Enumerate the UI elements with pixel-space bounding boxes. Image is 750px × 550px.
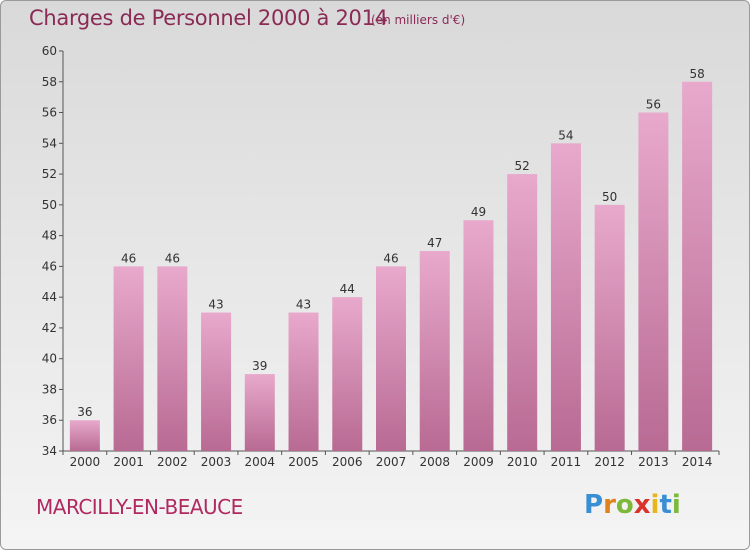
bar-2010 [507,174,538,452]
bar-2011 [550,143,581,452]
y-tick-label: 42 [42,321,57,335]
bar-2003 [201,312,232,451]
value-label-2000: 36 [77,405,92,419]
value-label-2007: 46 [383,251,398,265]
x-tick-label-2000: 2000 [70,455,101,469]
value-label-2006: 44 [340,282,355,296]
commune-name: MARCILLY-EN-BEAUCE [36,495,243,519]
y-tick-label: 60 [42,44,57,58]
value-labels: 36 46 46 43 39 43 44 46 47 49 52 54 50 56 58 [77,67,705,419]
x-tick-label-2008: 2008 [419,455,450,469]
x-tick-label-2012: 2012 [594,455,625,469]
y-tick-label: 46 [42,259,57,273]
bar-2009 [463,220,494,451]
bar-2001 [113,266,144,451]
y-tick-label: 54 [42,136,57,150]
y-tick-label: 44 [42,290,57,304]
y-tick-label: 36 [42,413,57,427]
chart-subtitle: (en milliers d'€) [371,13,466,27]
value-label-2012: 50 [602,190,617,204]
y-tick-label: 34 [42,444,57,458]
bar-2005 [288,312,319,451]
x-tick-label-2009: 2009 [463,455,494,469]
value-label-2005: 43 [296,298,311,312]
value-label-2009: 49 [471,205,486,219]
bars [69,81,713,452]
axes: 34 36 38 40 42 44 46 48 50 52 54 56 58 60 2000 2001 2002… [42,44,720,469]
y-tick-label: 48 [42,229,57,243]
bar-2000 [69,420,100,451]
x-tick-label-2011: 2011 [551,455,582,469]
y-tick-label: 52 [42,167,57,181]
bar-2004 [244,374,275,451]
x-tick-label-2013: 2013 [638,455,669,469]
x-tick-label-2005: 2005 [288,455,319,469]
value-label-2011: 54 [558,128,573,142]
bar-2006 [332,297,363,451]
value-label-2001: 46 [121,251,136,265]
x-tick-label-2006: 2006 [332,455,363,469]
value-label-2004: 39 [252,359,267,373]
value-label-2013: 56 [646,98,661,112]
value-label-2002: 46 [165,251,180,265]
y-tick-label: 56 [42,106,57,120]
x-tick-label-2003: 2003 [201,455,232,469]
proxiti-logo: Proxiti [584,490,681,520]
bar-2014 [682,81,713,452]
y-tick-label: 50 [42,198,57,212]
bar-2002 [157,266,188,451]
y-tick-label: 38 [42,382,57,396]
bar-2013 [638,112,669,452]
y-tick-label: 58 [42,75,57,89]
chart-title: Charges de Personnel 2000 à 2014 [29,6,388,30]
x-tick-label-2010: 2010 [507,455,538,469]
x-tick-label-2001: 2001 [113,455,144,469]
bar-2008 [419,251,450,451]
bar-2007 [376,266,406,451]
value-label-2003: 43 [208,298,223,312]
x-tick-label-2002: 2002 [157,455,188,469]
value-label-2014: 58 [689,67,704,81]
x-tick-label-2004: 2004 [245,455,276,469]
bar-2012 [594,204,625,451]
x-tick-label-2007: 2007 [376,455,407,469]
value-label-2010: 52 [515,159,530,173]
y-tick-label: 40 [42,352,57,366]
value-label-2008: 47 [427,236,442,250]
x-tick-label-2014: 2014 [682,455,713,469]
